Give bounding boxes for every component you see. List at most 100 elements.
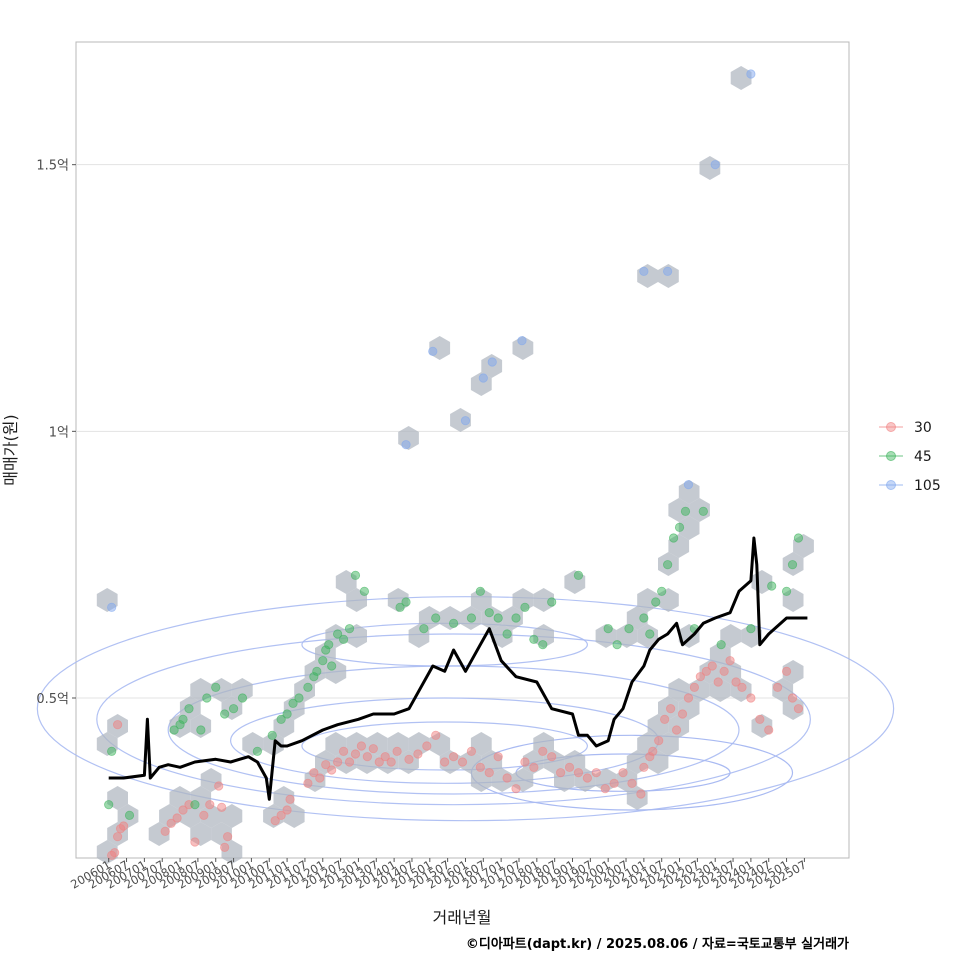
data-point-45: [475, 586, 485, 596]
data-point-30: [303, 778, 313, 788]
hexbin: [658, 732, 679, 756]
data-point-30: [538, 746, 548, 756]
data-point-30: [110, 848, 120, 858]
data-point-30: [356, 741, 367, 751]
data-point-30: [386, 757, 396, 767]
data-point-30: [493, 752, 503, 762]
y-axis: 0.5억 1억 1.5억: [36, 159, 76, 707]
data-point-30: [333, 757, 343, 767]
data-point-30: [713, 677, 723, 687]
data-point-45: [612, 640, 622, 650]
data-point-45: [502, 629, 512, 639]
data-point-45: [178, 714, 188, 724]
hexbin: [782, 696, 804, 720]
data-point-30: [773, 682, 783, 692]
data-point-45: [202, 693, 212, 703]
y-tick-label: 0.5억: [36, 692, 69, 707]
hexbin: [741, 624, 762, 648]
data-point-30: [282, 805, 292, 815]
data-point-105: [639, 266, 649, 276]
hexbin: [470, 588, 492, 612]
hexbin: [668, 678, 690, 702]
data-point-30: [781, 666, 792, 676]
data-point-45: [431, 613, 441, 623]
data-point-45: [344, 624, 355, 634]
data-point-45: [538, 640, 548, 650]
data-point-30: [511, 784, 521, 794]
data-point-45: [781, 586, 792, 596]
data-point-30: [285, 794, 295, 804]
hexbin: [356, 750, 378, 774]
data-point-45: [466, 613, 477, 623]
data-point-105: [478, 373, 488, 383]
data-point-30: [404, 754, 414, 764]
data-point-45: [107, 746, 117, 756]
data-point-30: [199, 810, 209, 820]
data-point-45: [252, 746, 262, 756]
data-point-30: [556, 768, 566, 778]
data-point-30: [309, 768, 319, 778]
data-point-30: [654, 736, 664, 746]
data-point-45: [211, 682, 221, 692]
data-point-45: [359, 586, 369, 596]
data-point-45: [573, 570, 584, 580]
data-point-45: [787, 560, 798, 570]
data-point-45: [190, 800, 200, 810]
data-point-30: [719, 666, 729, 676]
data-point-30: [793, 704, 804, 714]
data-point-30: [618, 768, 628, 778]
hexbin: [782, 660, 804, 684]
data-point-30: [731, 677, 741, 687]
data-point-105: [746, 69, 756, 79]
data-point-45: [312, 666, 322, 676]
data-point-30: [270, 816, 280, 826]
data-point-30: [344, 757, 355, 767]
hexbin: [709, 642, 731, 666]
data-point-30: [671, 725, 682, 735]
data-point-30: [118, 821, 129, 831]
data-point-105: [428, 346, 438, 356]
data-point-45: [484, 608, 494, 618]
y-axis-title: 매매가(원): [1, 414, 20, 485]
hexbin: [637, 588, 658, 612]
legend: 30 45 105: [879, 420, 941, 494]
y-tick-label: 1억: [49, 425, 69, 440]
data-point-30: [666, 704, 676, 714]
data-point-45: [419, 624, 429, 634]
data-point-45: [184, 704, 194, 714]
data-point-30: [639, 762, 649, 772]
hexbin: [200, 804, 222, 828]
hexbin: [720, 624, 742, 648]
data-point-45: [603, 624, 613, 634]
data-point-30: [422, 741, 432, 751]
hexbin: [658, 264, 679, 288]
data-point-30: [627, 778, 637, 788]
data-point-30: [166, 818, 176, 828]
data-point-30: [392, 746, 402, 756]
data-point-30: [636, 789, 646, 799]
data-point-30: [160, 826, 170, 836]
data-point-45: [220, 709, 230, 719]
hexbin: [408, 732, 430, 756]
data-point-45: [267, 730, 277, 740]
data-point-30: [431, 730, 441, 740]
data-point-45: [333, 629, 343, 639]
data-point-30: [448, 752, 459, 762]
data-point-45: [657, 586, 667, 596]
data-point-30: [380, 752, 390, 762]
hexbin: [522, 750, 544, 774]
data-point-105: [683, 480, 694, 490]
data-point-45: [318, 656, 328, 666]
data-point-45: [651, 597, 661, 607]
data-point-30: [374, 757, 384, 767]
data-point-45: [668, 533, 679, 543]
data-point-30: [217, 802, 227, 812]
data-point-30: [350, 749, 361, 759]
data-point-30: [591, 768, 601, 778]
trend-layer: [108, 536, 808, 801]
data-point-45: [680, 506, 691, 516]
data-point-30: [368, 744, 378, 754]
data-point-45: [196, 725, 206, 735]
data-point-30: [457, 757, 468, 767]
